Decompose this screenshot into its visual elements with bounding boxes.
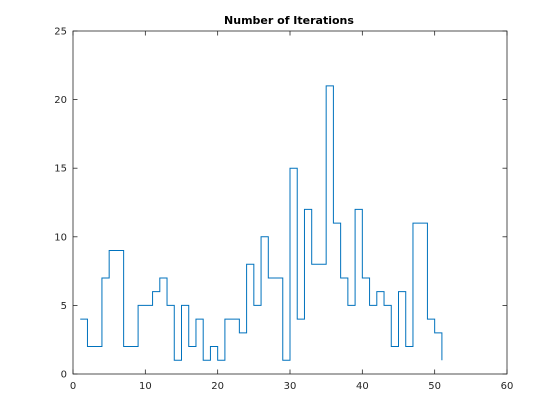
y-tick-label: 10 xyxy=(54,232,67,243)
y-tick-label: 5 xyxy=(61,301,67,312)
x-tick-label: 20 xyxy=(211,381,224,392)
y-tick-label: 20 xyxy=(54,95,67,106)
y-tick-label: 15 xyxy=(54,164,67,175)
x-tick-label: 0 xyxy=(70,381,76,392)
x-tick-label: 50 xyxy=(428,381,441,392)
chart-title: Number of Iterations xyxy=(224,14,354,27)
series-stairs-line xyxy=(80,85,443,361)
x-tick-label: 10 xyxy=(139,381,152,392)
plot-area xyxy=(80,85,443,361)
x-tick-label: 60 xyxy=(501,381,514,392)
x-tick-label: 30 xyxy=(284,381,297,392)
y-tick-label: 0 xyxy=(61,370,67,381)
y-tick-label: 25 xyxy=(54,27,67,38)
axes: 0 10 20 30 40 50 60 0 5 10 15 20 25 xyxy=(54,27,513,393)
x-tick-label: 40 xyxy=(356,381,369,392)
